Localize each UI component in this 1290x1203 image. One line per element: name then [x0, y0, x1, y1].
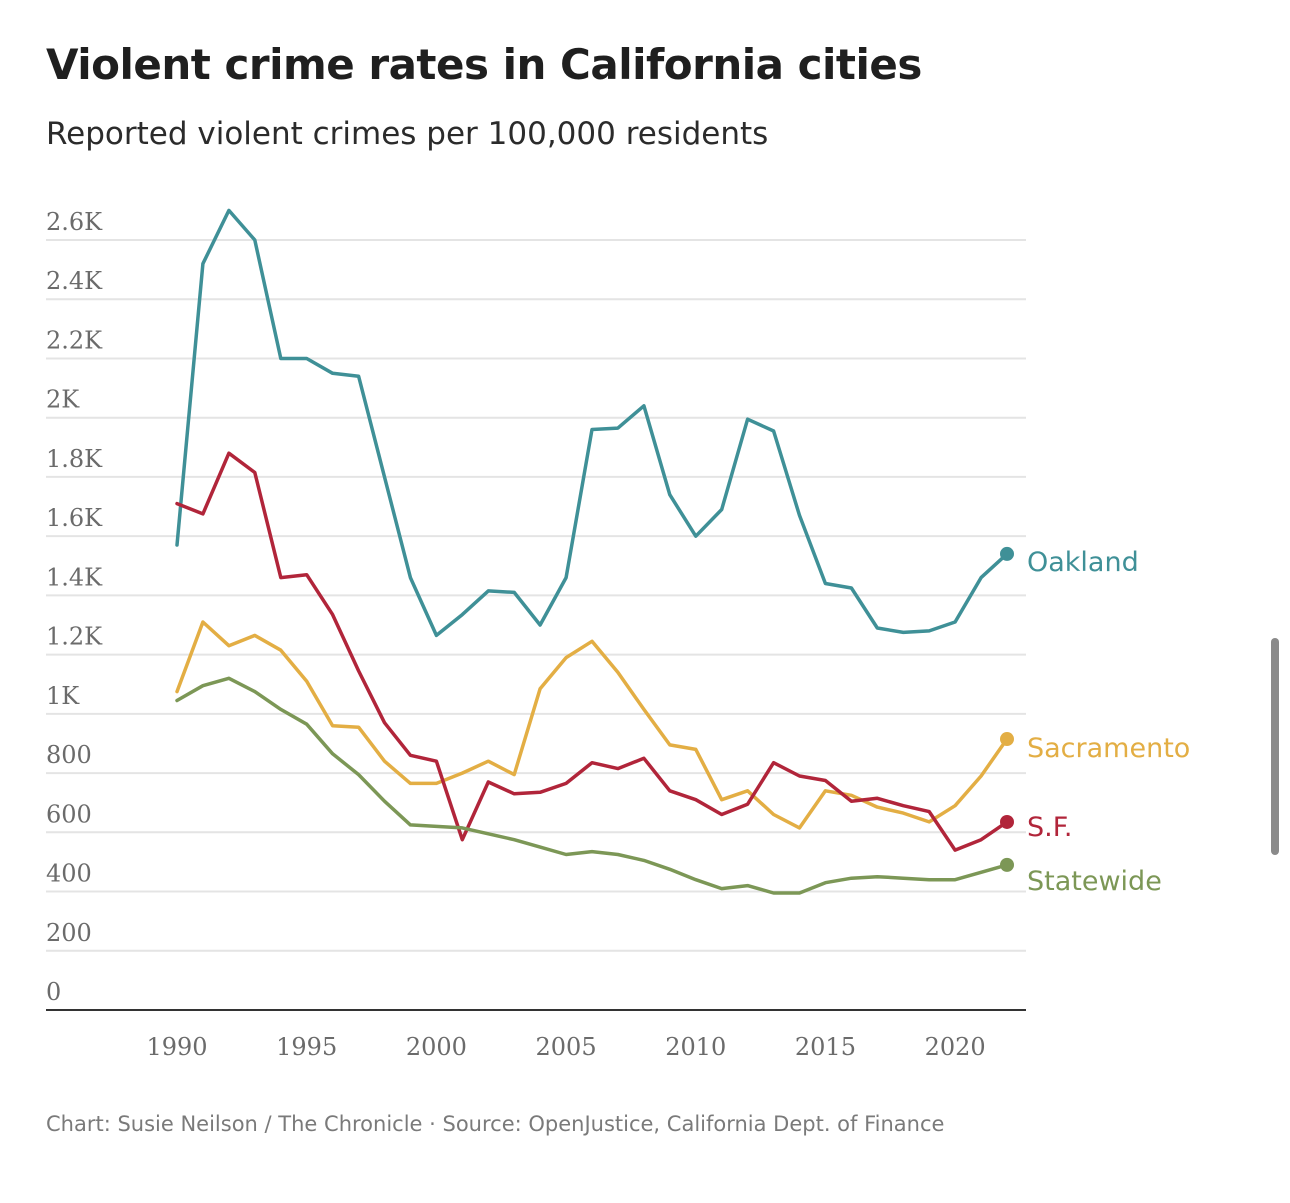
x-tick-label: 2010	[665, 1033, 726, 1061]
y-axis: 0 200 400 600 800 1K 1.2K 1.4K 1.6K 1.8K 2K 2.2K 2.4…	[46, 208, 103, 1006]
x-tick-label: 2000	[406, 1033, 467, 1061]
series-label: Oakland	[1027, 547, 1139, 578]
x-tick-label: 2020	[925, 1033, 986, 1061]
x-tick-label: 1995	[276, 1033, 337, 1061]
series-end-marker	[1000, 857, 1014, 872]
series-end-marker	[1000, 814, 1014, 829]
y-tick-label: 2.2K	[46, 326, 103, 354]
series-label: S.F.	[1027, 812, 1073, 843]
series-line-sf	[175, 451, 1009, 852]
scrollbar[interactable]	[1271, 638, 1279, 855]
series-end-labels: Oakland Sacramento S.F. Statewide	[1000, 546, 1190, 897]
series-line-sacramento	[175, 620, 1009, 830]
x-tick-label: 1990	[146, 1033, 207, 1061]
y-tick-label: 0	[46, 978, 61, 1006]
y-tick-label: 2.4K	[46, 267, 103, 295]
x-tick-label: 2015	[795, 1033, 856, 1061]
series-line-statewide	[175, 676, 1009, 895]
y-tick-label: 400	[46, 860, 92, 888]
y-tick-label: 2.6K	[46, 208, 103, 236]
x-tick-label: 2005	[536, 1033, 597, 1061]
chart-subtitle: Reported violent crimes per 100,000 resi…	[46, 116, 769, 152]
y-tick-label: 2K	[46, 386, 80, 414]
x-axis: 1990 1995 2000 2005 2010 2015 2020	[146, 1033, 985, 1061]
y-tick-label: 1.2K	[46, 623, 103, 651]
series-lines	[175, 208, 1009, 895]
series-label: Sacramento	[1027, 733, 1190, 764]
y-tick-label: 1.8K	[46, 445, 103, 473]
y-tick-label: 600	[46, 800, 92, 828]
y-tick-label: 200	[46, 919, 92, 947]
grid-lines	[46, 239, 1026, 1011]
series-end-marker	[1000, 732, 1014, 747]
y-tick-label: 1K	[46, 682, 80, 710]
series-line-oakland	[175, 208, 1009, 638]
y-tick-label: 800	[46, 741, 92, 769]
chart-title: Violent crime rates in California cities	[46, 40, 922, 89]
series-end-marker	[1000, 546, 1014, 561]
y-tick-label: 1.6K	[46, 504, 103, 532]
series-label: Statewide	[1027, 866, 1162, 897]
y-tick-label: 1.4K	[46, 563, 103, 591]
chart-credit: Chart: Susie Neilson / The Chronicle · S…	[46, 1112, 945, 1136]
